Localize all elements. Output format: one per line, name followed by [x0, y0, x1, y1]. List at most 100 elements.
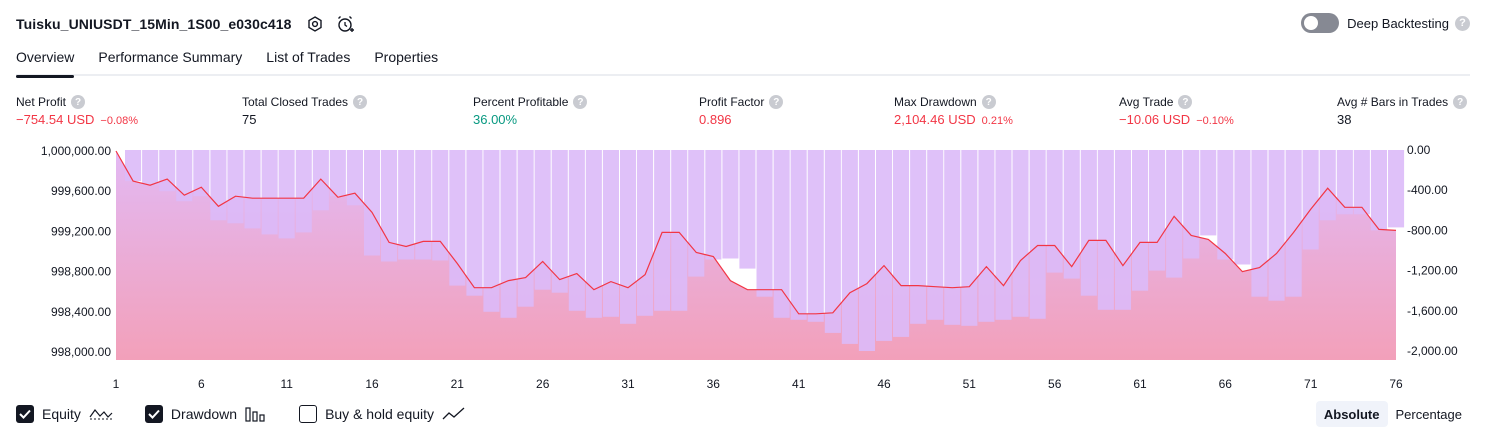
x-axis-tick: 21 [451, 377, 465, 391]
help-icon[interactable]: ? [1453, 95, 1468, 109]
x-axis-tick: 26 [536, 377, 550, 391]
drawdown-bar [841, 150, 858, 344]
drawdown-bar [483, 150, 500, 312]
legend-equity[interactable]: Equity [16, 405, 113, 423]
x-axis-tick: 51 [963, 377, 977, 391]
drawdown-bar [585, 150, 602, 318]
drawdown-bar [142, 150, 159, 186]
legend-label: Buy & hold equity [325, 406, 435, 422]
drawdown-bar [1132, 150, 1149, 291]
drawdown-bar [364, 150, 381, 256]
drawdown-bar [1285, 150, 1302, 297]
metric-value: 2,104.46 USD [894, 112, 976, 127]
drawdown-bar [995, 150, 1012, 320]
help-icon[interactable]: ? [769, 95, 784, 109]
drawdown-bar [1166, 150, 1183, 278]
drawdown-bar [654, 150, 671, 311]
drawdown-bar [125, 150, 142, 182]
x-axis-tick: 71 [1304, 377, 1318, 391]
drawdown-bar [1353, 150, 1370, 215]
right-axis-tick: -800.00 [1407, 223, 1448, 237]
legend-buy-hold-equity[interactable]: Buy & hold equity [299, 405, 466, 423]
equity-checkbox[interactable] [16, 405, 34, 423]
drawdown-bar [773, 150, 790, 318]
right-axis-tick: -400.00 [1407, 183, 1448, 197]
metric-value: 36.00% [473, 112, 518, 127]
metric-label: Profit Factor [699, 95, 765, 109]
drawdown-bar [568, 150, 585, 311]
drawdown-bar [1336, 150, 1353, 215]
tab-performance-summary[interactable]: Performance Summary [98, 49, 243, 65]
right-axis-tick: -1,200.00 [1407, 264, 1458, 278]
x-axis-tick: 66 [1219, 377, 1233, 391]
drawdown-bar [1046, 150, 1063, 273]
absolute-button[interactable]: Absolute [1315, 401, 1388, 427]
drawdown-bar [466, 150, 483, 296]
drawdown-bar [1063, 150, 1080, 279]
drawdown-bar [705, 150, 722, 260]
percentage-button[interactable]: Percentage [1395, 406, 1463, 422]
deep-backtesting-label: Deep Backtesting [1347, 15, 1449, 31]
tab-properties[interactable]: Properties [374, 49, 439, 65]
drawdown-bar [1370, 150, 1387, 231]
x-axis-tick: 36 [707, 377, 721, 391]
left-axis-tick: 998,400.00 [51, 305, 111, 319]
tab-overview[interactable]: Overview [16, 44, 75, 78]
drawdown-bar [517, 150, 534, 307]
deep-backtesting-toggle[interactable] [1301, 13, 1340, 33]
drawdown-bar [671, 150, 688, 311]
drawdown-bar [807, 150, 824, 322]
drawdown-bar [790, 150, 807, 320]
tab-bar: Overview Performance Summary List of Tra… [16, 44, 1470, 78]
x-axis-tick: 11 [280, 377, 293, 391]
x-axis-tick: 56 [1048, 377, 1062, 391]
legend-drawdown[interactable]: Drawdown [144, 405, 267, 423]
legend-label: Drawdown [170, 406, 238, 422]
x-axis-tick: 16 [365, 377, 379, 391]
equity-drawdown-chart[interactable]: 1,000,000.00 999,600.00 999,200.00 998,800.… [0, 140, 1486, 395]
help-icon[interactable]: ? [71, 95, 86, 109]
drawdown-bar [449, 150, 466, 286]
buy-hold-checkbox[interactable] [299, 405, 318, 423]
x-axis-tick: 6 [198, 377, 205, 391]
drawdown-bar [193, 150, 210, 197]
drawdown-bar [244, 150, 261, 229]
x-axis-tick: 61 [1133, 377, 1147, 391]
drawdown-bar [893, 150, 910, 337]
drawdown-bar [722, 150, 739, 259]
help-icon[interactable]: ? [353, 95, 368, 109]
drawdown-bar [602, 150, 619, 317]
drawdown-bar [210, 150, 227, 221]
drawdown-checkbox[interactable] [144, 405, 163, 423]
left-axis-tick: 1,000,000.00 [41, 144, 111, 158]
drawdown-bars [125, 150, 1405, 351]
drawdown-bar [1012, 150, 1029, 317]
drawdown-bar [346, 150, 363, 206]
drawdown-bar [1234, 150, 1251, 265]
help-icon[interactable]: ? [1455, 15, 1470, 31]
drawdown-bar [500, 150, 517, 318]
x-axis: 1 6 11 16 21 26 31 36 41 46 51 56 61 66 71 76 [113, 377, 1403, 391]
metrics-row: Net Profit? −754.54 USD −0.08% Total Clos… [0, 94, 1486, 134]
help-icon[interactable]: ? [573, 95, 588, 109]
x-axis-tick: 1 [113, 377, 120, 391]
help-icon[interactable]: ? [1178, 95, 1193, 109]
drawdown-bar [312, 150, 329, 211]
gear-icon[interactable] [304, 13, 326, 35]
drawdown-bar [1302, 150, 1319, 250]
deep-backtesting: Deep Backtesting ? [1301, 13, 1470, 33]
help-icon[interactable]: ? [981, 95, 996, 109]
drawdown-bar [329, 150, 346, 197]
drawdown-bar [927, 150, 944, 320]
metric-percent: 0.21% [981, 115, 1013, 127]
drawdown-bar [1319, 150, 1336, 221]
drawdown-bar [858, 150, 875, 351]
strategy-header: Tuisku_UNIUSDT_15Min_1S00_e030c418 [16, 12, 356, 36]
tab-list-of-trades[interactable]: List of Trades [266, 49, 351, 65]
alarm-clock-plus-icon[interactable] [334, 13, 356, 35]
drawdown-bar [415, 150, 432, 260]
equity-area [116, 151, 1396, 360]
drawdown-bar [1029, 150, 1046, 319]
left-axis: 1,000,000.00 999,600.00 999,200.00 998,800.… [41, 144, 111, 359]
metric-avg-bars-in-trades: Avg # Bars in Trades? 38 [1337, 94, 1468, 127]
